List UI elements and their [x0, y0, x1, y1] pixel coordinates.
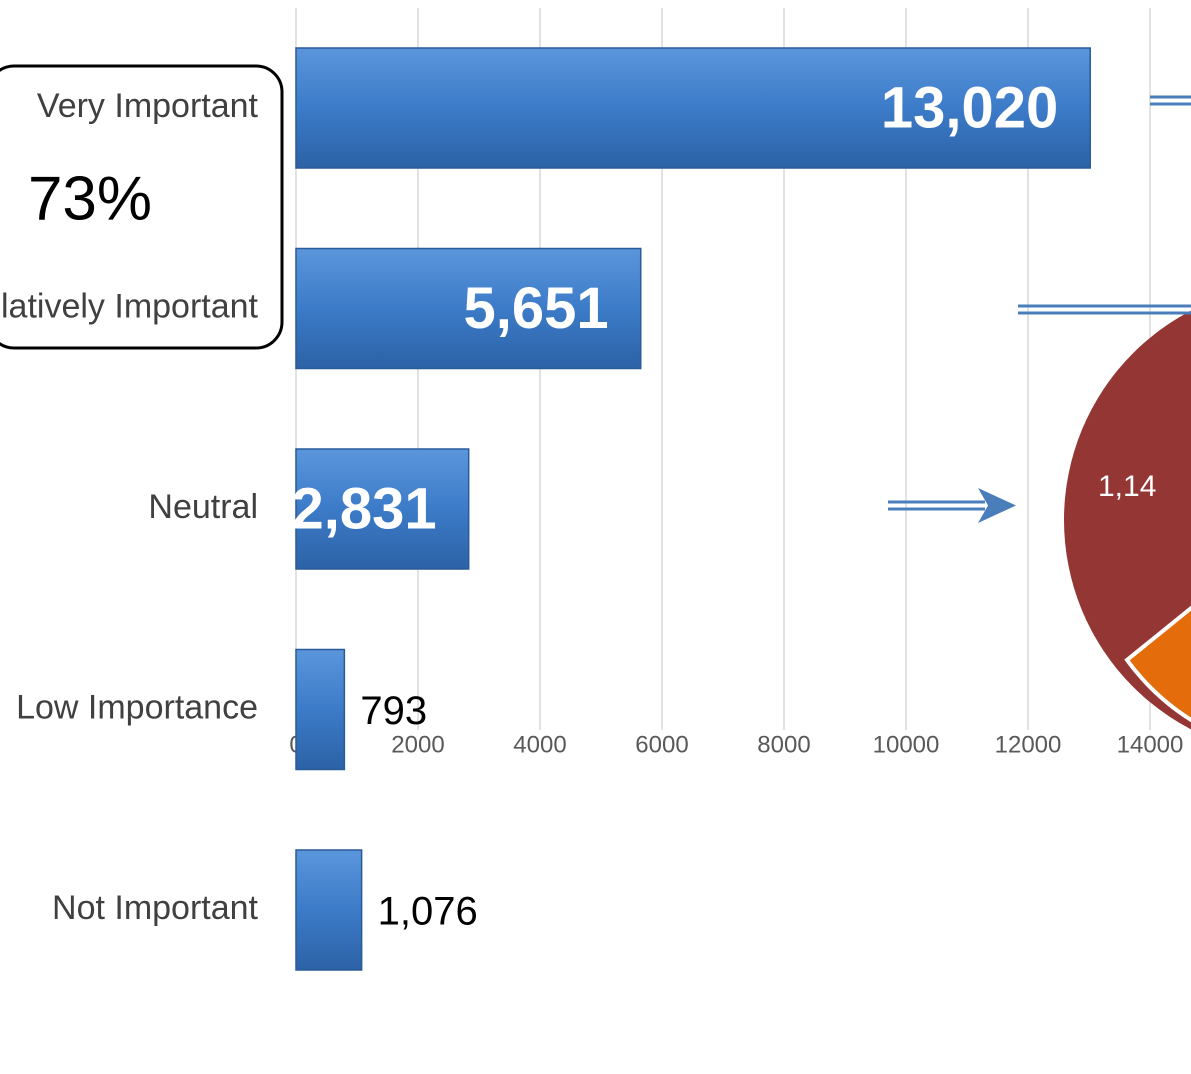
x-tick-label: 4000: [513, 731, 566, 758]
pie-slice: [1124, 605, 1191, 723]
bar: [295, 648, 346, 771]
bars: Very Important 13,020 Relatively Important…: [0, 47, 1091, 971]
bar: [295, 448, 470, 570]
pie-label: 1,14: [1098, 470, 1156, 503]
value-label: 793: [360, 689, 427, 733]
value-label: 5,651: [464, 276, 609, 341]
x-tick-label: 8000: [757, 731, 810, 758]
bar: [295, 47, 1091, 169]
x-tick-label: 6000: [635, 731, 688, 758]
pie-fragment: 1,14: [1064, 310, 1191, 730]
y-tick-label: Low Importance: [16, 688, 258, 726]
callout-text: 73%: [28, 164, 152, 233]
bar: [295, 247, 642, 370]
x-tick-label: 12000: [995, 731, 1062, 758]
value-label: 2,831: [292, 476, 437, 541]
x-tick-label: 14000: [1117, 731, 1184, 758]
pie-slice: [1064, 310, 1191, 730]
x-tick-label: 2000: [391, 731, 444, 758]
arrows: [888, 95, 1191, 511]
y-tick-label: Very Important: [37, 87, 259, 125]
callout-box: [0, 64, 284, 350]
arrow-head: [978, 488, 1016, 523]
value-label: 13,020: [881, 75, 1058, 140]
y-tick-label: Not Important: [52, 889, 259, 927]
y-tick-label: Neutral: [148, 488, 258, 526]
x-tick-label: 10000: [873, 731, 940, 758]
bar: [295, 849, 363, 971]
value-label: 1,076: [378, 890, 478, 934]
y-tick-label: Relatively Important: [0, 287, 259, 325]
